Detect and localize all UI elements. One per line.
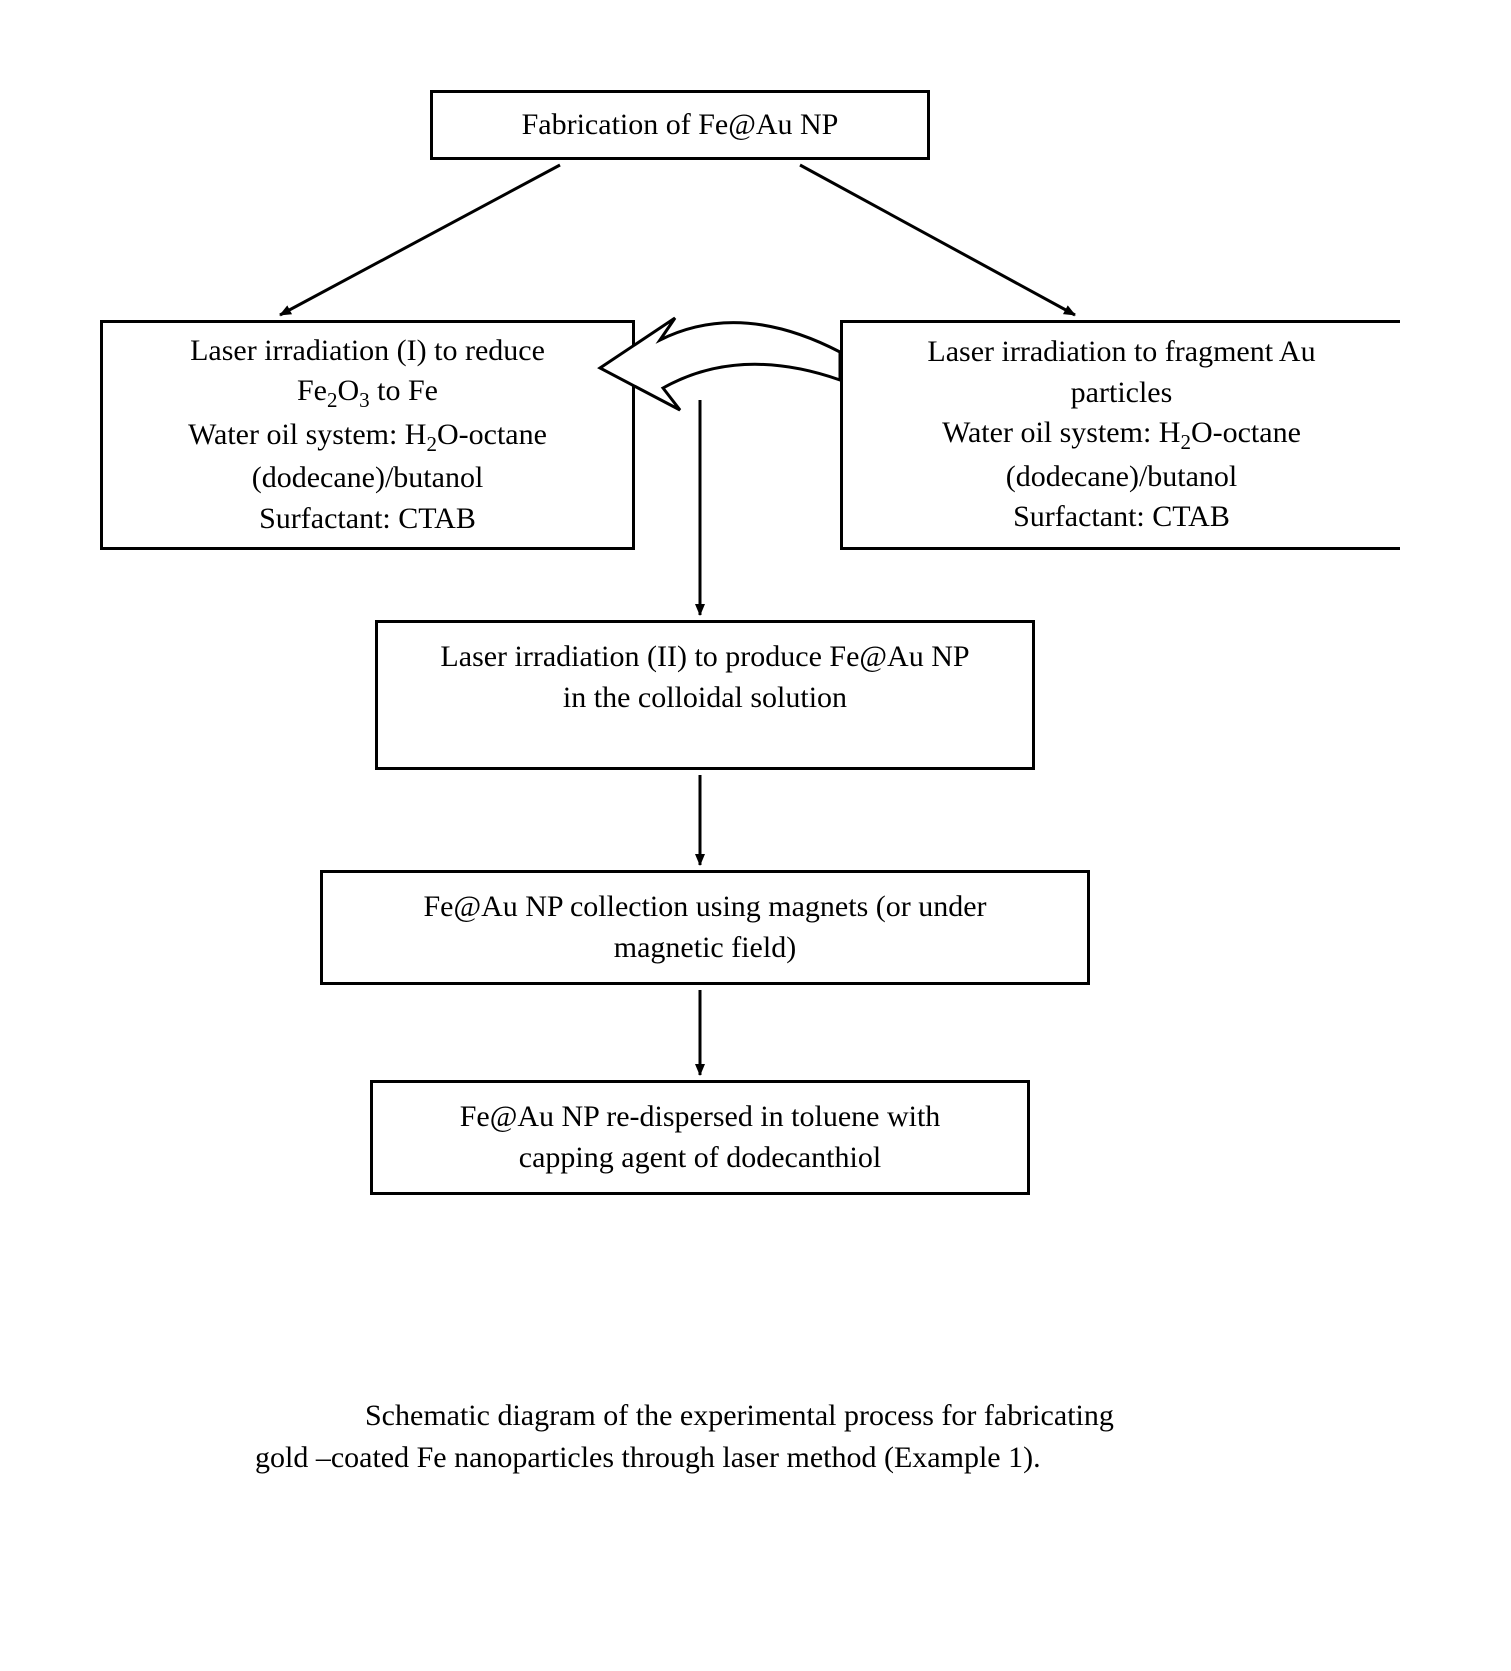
box-right-branch-text: Laser irradiation to fragment Auparticle… bbox=[927, 332, 1315, 537]
box-right-branch: Laser irradiation to fragment Auparticle… bbox=[840, 320, 1400, 550]
arrow-title-to-left bbox=[280, 165, 560, 315]
box-title: Fabrication of Fe@Au NP bbox=[430, 90, 930, 160]
arrow-title-to-right bbox=[800, 165, 1075, 315]
box-left-branch-text: Laser irradiation (I) to reduceFe2O3 to … bbox=[188, 331, 547, 539]
caption: Schematic diagram of the experimental pr… bbox=[255, 1395, 1255, 1479]
box-step4: Fe@Au NP re-dispersed in toluene withcap… bbox=[370, 1080, 1030, 1195]
curved-outline-arrow bbox=[600, 318, 840, 410]
box-step3: Fe@Au NP collection using magnets (or un… bbox=[320, 870, 1090, 985]
box-title-text: Fabrication of Fe@Au NP bbox=[522, 105, 839, 146]
caption-line2: gold –coated Fe nanoparticles through la… bbox=[255, 1441, 1041, 1474]
box-step2: Laser irradiation (II) to produce Fe@Au … bbox=[375, 620, 1035, 770]
caption-line1: Schematic diagram of the experimental pr… bbox=[365, 1399, 1114, 1432]
box-step2-text: Laser irradiation (II) to produce Fe@Au … bbox=[440, 637, 969, 718]
box-left-branch: Laser irradiation (I) to reduceFe2O3 to … bbox=[100, 320, 635, 550]
box-step3-text: Fe@Au NP collection using magnets (or un… bbox=[423, 887, 986, 968]
box-step4-text: Fe@Au NP re-dispersed in toluene withcap… bbox=[460, 1097, 941, 1178]
